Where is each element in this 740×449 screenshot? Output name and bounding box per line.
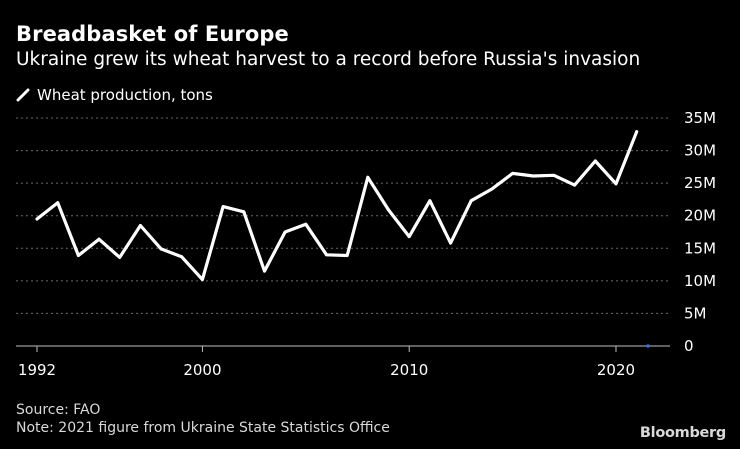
data-point bbox=[304, 222, 308, 226]
data-point bbox=[552, 173, 556, 177]
axis-end-marker bbox=[646, 344, 650, 348]
data-point bbox=[366, 175, 370, 179]
series-layer bbox=[35, 130, 650, 348]
footnote: Note: 2021 figure from Ukraine State Sta… bbox=[16, 420, 390, 436]
data-point bbox=[593, 159, 597, 163]
data-point bbox=[56, 201, 60, 205]
y-tick-label: 30M bbox=[684, 142, 716, 160]
y-tick-label: 35M bbox=[684, 109, 716, 127]
x-tick-label: 2000 bbox=[183, 361, 221, 379]
y-tick-label: 5M bbox=[684, 304, 707, 322]
x-tick-label: 2020 bbox=[597, 361, 635, 379]
x-tick-label: 1992 bbox=[18, 361, 56, 379]
data-point bbox=[97, 237, 101, 241]
y-tick-label: 25M bbox=[684, 174, 716, 192]
data-point bbox=[35, 217, 39, 221]
data-point bbox=[387, 208, 390, 212]
chart-subtitle: Ukraine grew its wheat harvest to a reco… bbox=[16, 49, 641, 70]
legend-line-icon bbox=[16, 88, 30, 102]
chart-title: Breadbasket of Europe bbox=[16, 22, 289, 46]
bloomberg-logo: Bloomberg bbox=[639, 425, 726, 441]
y-tick-label: 0 bbox=[684, 337, 694, 355]
data-point bbox=[490, 187, 494, 191]
source-note: Source: FAO bbox=[16, 402, 101, 418]
gridlines bbox=[16, 117, 670, 314]
x-tick-label: 2010 bbox=[390, 361, 428, 379]
data-point bbox=[469, 199, 473, 203]
data-point bbox=[449, 241, 452, 245]
data-point bbox=[138, 224, 142, 227]
data-point bbox=[511, 171, 514, 175]
x-axis bbox=[16, 345, 670, 352]
data-point bbox=[201, 278, 204, 281]
data-point bbox=[345, 254, 349, 257]
legend: Wheat production, tons bbox=[16, 86, 213, 104]
data-point bbox=[242, 210, 246, 214]
data-point bbox=[118, 256, 122, 259]
y-axis-labels: 0 5M 10M 15M 20M 25M 30M 35M bbox=[684, 109, 716, 355]
x-axis-labels: 1992 2000 2010 2020 bbox=[18, 361, 635, 379]
data-point bbox=[325, 253, 328, 257]
data-point bbox=[531, 174, 535, 178]
legend-label: Wheat production, tons bbox=[37, 86, 213, 104]
data-point bbox=[283, 230, 287, 234]
data-point bbox=[428, 199, 432, 203]
data-point bbox=[180, 255, 184, 259]
data-point bbox=[159, 247, 163, 251]
data-point bbox=[221, 205, 225, 208]
data-point bbox=[573, 183, 577, 187]
data-point bbox=[263, 269, 266, 273]
data-point bbox=[635, 130, 639, 134]
y-tick-label: 20M bbox=[684, 207, 716, 225]
data-point bbox=[614, 182, 618, 186]
y-tick-label: 10M bbox=[684, 272, 716, 290]
data-point bbox=[76, 254, 80, 257]
y-tick-label: 15M bbox=[684, 239, 716, 257]
data-point bbox=[407, 235, 411, 238]
series-line bbox=[35, 130, 639, 282]
